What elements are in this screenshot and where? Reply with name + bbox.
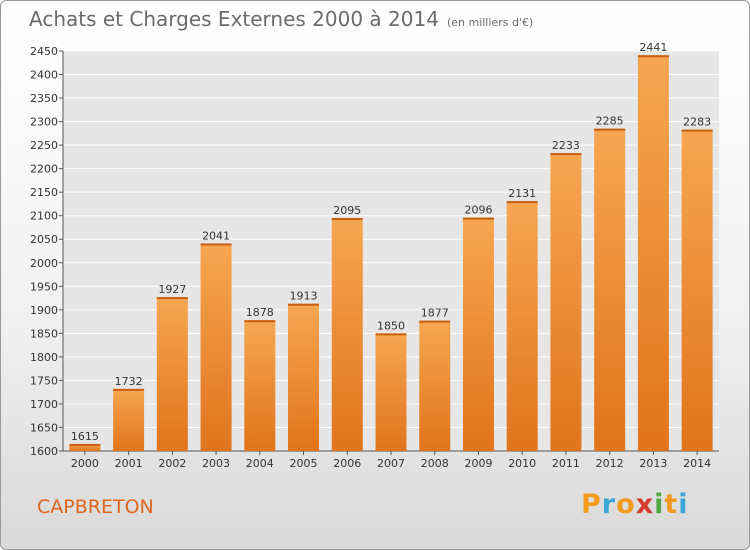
bar-value-label: 2041 [202,229,230,242]
bar [200,243,232,451]
bar [550,153,582,451]
bar-top-edge [506,201,538,204]
y-tick-label: 2350 [30,92,58,105]
x-tick-label: 2012 [596,457,624,470]
bar-top-edge [156,297,188,300]
bar-value-label: 2096 [464,204,492,217]
brand-letter: i [678,489,689,520]
bar-value-label: 2283 [683,116,711,129]
chart-title: Achats et Charges Externes 2000 à 2014 [29,7,439,31]
bar [681,129,713,451]
brand-letter: t [664,489,679,520]
bar-top-edge [550,153,582,156]
bar-value-label: 1913 [290,290,318,303]
x-tick-label: 2014 [683,457,711,470]
bar-value-label: 1732 [115,375,143,388]
bar-top-edge [200,243,232,246]
y-tick-label: 1600 [30,445,58,458]
bar-top-edge [288,303,320,306]
bar [375,333,407,451]
x-tick-label: 2013 [639,457,667,470]
y-tick-label: 2300 [30,116,58,129]
x-tick-label: 2010 [508,457,536,470]
bar-top-edge [594,128,626,131]
x-tick-label: 2008 [421,457,449,470]
x-tick-label: 2009 [464,457,492,470]
x-tick-label: 2004 [246,457,274,470]
bar-value-label: 1850 [377,319,405,332]
y-tick-label: 2100 [30,210,58,223]
x-tick-label: 2006 [333,457,361,470]
brand-letter: o [616,489,636,520]
bar [113,388,145,451]
bar-top-edge [69,443,101,446]
bar-top-edge [331,218,363,221]
bar [156,297,188,451]
bar-value-label: 1877 [421,307,449,320]
x-tick-label: 2001 [115,457,143,470]
bar [419,320,451,451]
brand-letter: x [635,489,655,520]
bar-top-edge [244,320,276,323]
y-tick-label: 1950 [30,280,58,293]
bar [594,128,626,451]
brand-letter: r [601,489,617,520]
y-tick-label: 2150 [30,186,58,199]
y-tick-label: 2400 [30,69,58,82]
y-tick-label: 1750 [30,374,58,387]
y-tick-label: 2450 [30,45,58,58]
bar [331,218,363,451]
bar-value-label: 1927 [158,283,186,296]
y-tick-label: 1700 [30,398,58,411]
bar-top-edge [419,320,451,323]
bar-top-edge [681,129,713,132]
brand-logo: Proxiti [581,489,689,520]
chart-title-block: Achats et Charges Externes 2000 à 2014 (e… [29,7,533,31]
bar [506,201,538,451]
bar-value-label: 2233 [552,139,580,152]
brand-letter: i [654,489,665,520]
bar [244,320,276,451]
y-tick-label: 1900 [30,304,58,317]
city-label: CAPBRETON [37,496,154,518]
bar-top-edge [113,388,145,391]
bar [69,443,101,451]
bar-value-label: 1878 [246,306,274,319]
y-tick-label: 2250 [30,139,58,152]
bar-value-label: 2131 [508,187,536,200]
x-tick-label: 2003 [202,457,230,470]
x-tick-label: 2005 [290,457,318,470]
x-tick-label: 2002 [158,457,186,470]
x-tick-label: 2007 [377,457,405,470]
bar-value-label: 2285 [596,115,624,128]
y-tick-label: 2000 [30,257,58,270]
bar-top-edge [375,333,407,336]
bar [288,303,320,451]
bar [462,217,494,451]
y-tick-label: 1850 [30,327,58,340]
chart-subtitle: (en milliers d'€) [446,16,534,29]
bar-top-edge [462,217,494,220]
x-tick-label: 2000 [71,457,99,470]
bar-value-label: 1615 [71,430,99,443]
brand-letter: P [581,489,602,520]
bar-top-edge [637,55,669,58]
y-tick-label: 1650 [30,421,58,434]
x-tick-label: 2011 [552,457,580,470]
y-tick-label: 2050 [30,233,58,246]
y-tick-label: 1800 [30,351,58,364]
bar [637,55,669,452]
y-tick-label: 2200 [30,163,58,176]
bar-value-label: 2095 [333,204,361,217]
bar-value-label: 2441 [639,41,667,54]
